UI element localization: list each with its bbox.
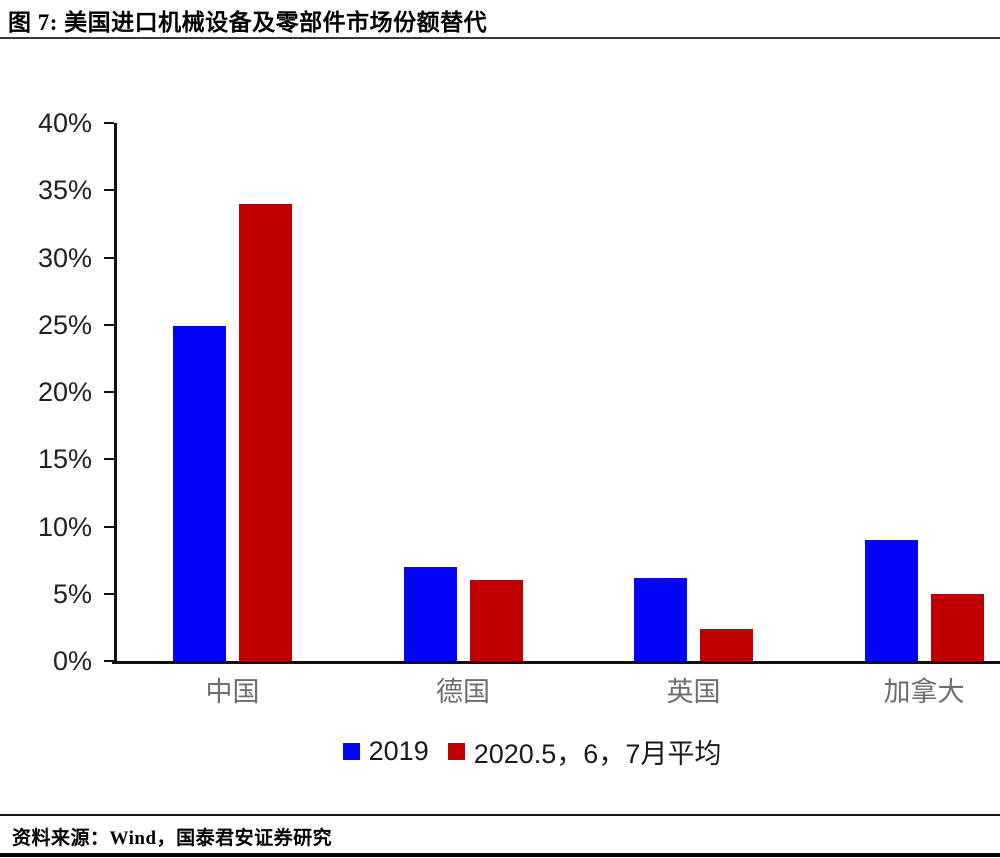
legend-label: 2019 — [368, 735, 429, 766]
bar-chart: 0% 5% 10% 15% 20% 25% 30% 35% 40% 中国 德国 英国 加拿大 — [37, 108, 1000, 707]
y-tick-mark — [104, 592, 114, 595]
y-tick-label: 35% — [37, 175, 92, 206]
y-tick-mark — [104, 458, 114, 461]
y-tick-label: 30% — [37, 242, 92, 273]
bar-加拿大-series1 — [864, 539, 918, 661]
figure-title: 图 7: 美国进口机械设备及零部件市场份额替代 — [8, 10, 488, 35]
y-tick-mark — [104, 660, 114, 662]
x-axis-line — [112, 661, 1000, 664]
y-tick-label: 5% — [52, 578, 92, 609]
y-tick-label: 40% — [37, 108, 92, 138]
y-tick-mark — [104, 391, 114, 393]
x-category-label: 中国 — [205, 677, 260, 707]
bar-德国-series1 — [403, 566, 457, 661]
bar-英国-series2 — [700, 628, 753, 661]
footer-divider — [0, 814, 1000, 816]
y-tick-mark — [104, 122, 114, 124]
legend-label: 2020.5，6，7月平均 — [473, 738, 722, 769]
y-tick-label: 10% — [37, 511, 92, 542]
legend-swatch-icon — [342, 742, 360, 760]
bottom-border — [0, 853, 1000, 857]
bar-德国-series2 — [469, 580, 523, 661]
bar-中国-series2 — [239, 203, 292, 661]
y-tick-mark — [104, 525, 114, 528]
source-note: 资料来源：Wind，国泰君安证券研究 — [12, 828, 333, 849]
y-tick-mark — [104, 323, 114, 326]
y-tick-label: 25% — [37, 309, 92, 340]
x-category-label: 英国 — [666, 677, 721, 707]
bar-加拿大-series2 — [930, 593, 984, 661]
title-divider — [0, 37, 1000, 39]
x-category-label: 加拿大 — [883, 677, 965, 707]
y-tick-mark — [104, 189, 114, 192]
y-tick-label: 15% — [37, 444, 92, 475]
y-tick-label: 0% — [52, 646, 92, 676]
legend-item: 2019 — [342, 735, 429, 767]
chart-legend: 2019 2020.5，6，7月平均 — [64, 733, 1000, 769]
y-tick-mark — [104, 256, 114, 259]
y-tick-label: 20% — [37, 377, 92, 407]
y-axis-line — [114, 123, 117, 664]
bar-英国-series1 — [634, 577, 687, 661]
legend-swatch-icon — [447, 742, 465, 760]
legend-item: 2020.5，6，7月平均 — [447, 732, 722, 771]
x-category-label: 德国 — [436, 677, 490, 707]
bar-中国-series1 — [173, 326, 226, 661]
